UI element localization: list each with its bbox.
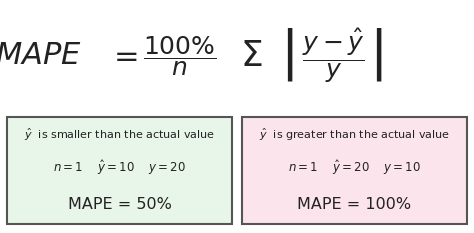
Text: $\hat{y}$  is smaller than the actual value: $\hat{y}$ is smaller than the actual val… [24,127,215,143]
Text: $\left|\,\dfrac{y-\hat{y}}{y}\,\right|$: $\left|\,\dfrac{y-\hat{y}}{y}\,\right|$ [280,27,383,85]
Text: $\mathit{MAPE}$: $\mathit{MAPE}$ [0,41,82,70]
Text: $\Sigma$: $\Sigma$ [240,39,263,73]
FancyBboxPatch shape [7,116,232,224]
Text: $n = 1$    $\hat{y} = 10$    $y = 20$: $n = 1$ $\hat{y} = 10$ $y = 20$ [53,158,186,178]
FancyBboxPatch shape [242,116,467,224]
Text: MAPE = 50%: MAPE = 50% [68,197,172,212]
Text: $=$: $=$ [108,41,138,70]
Text: $\dfrac{100\%}{n}$: $\dfrac{100\%}{n}$ [143,34,217,78]
Text: MAPE = 100%: MAPE = 100% [297,197,411,212]
Text: $n = 1$    $\hat{y} = 20$    $y = 10$: $n = 1$ $\hat{y} = 20$ $y = 10$ [288,158,421,178]
Text: $\hat{y}$  is greater than the actual value: $\hat{y}$ is greater than the actual val… [259,127,450,143]
